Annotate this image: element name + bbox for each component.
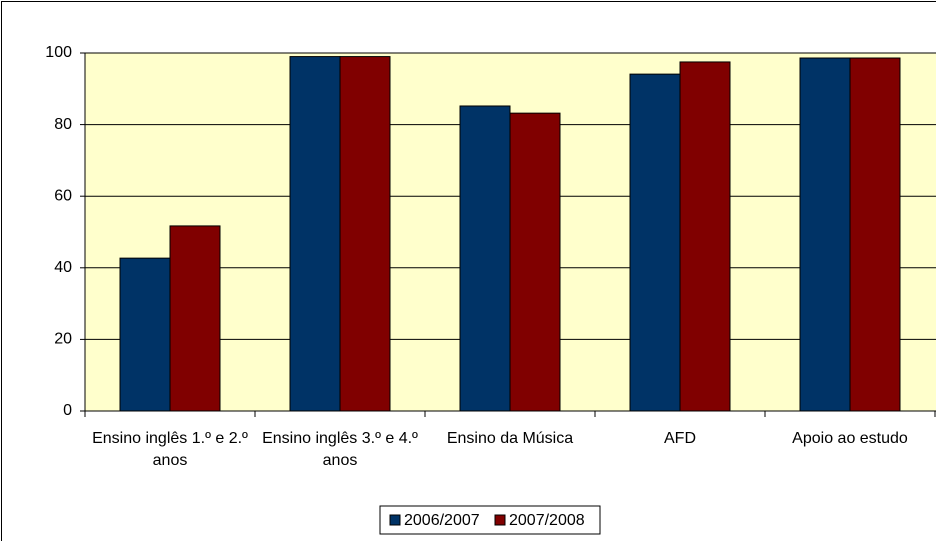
legend-box	[379, 505, 601, 535]
bar	[169, 225, 221, 412]
bar	[629, 73, 681, 412]
x-tick-label: Ensino inglês 1.º e 2.º anos	[92, 430, 248, 469]
y-tick-label: 60	[54, 187, 72, 204]
x-tick-label: Apoio ao estudo	[792, 430, 908, 447]
x-tick-label: AFD	[664, 430, 696, 447]
legend-label: 2007/2008	[509, 512, 585, 529]
bar	[679, 61, 731, 412]
bar	[289, 56, 341, 412]
bar	[459, 105, 511, 412]
y-tick-label: 20	[54, 331, 72, 348]
y-tick-label: 40	[54, 259, 72, 276]
x-tick-label: Ensino da Música	[446, 430, 574, 447]
legend-label: 2006/2007	[404, 512, 480, 529]
legend-swatch	[494, 514, 506, 526]
y-tick-label: 0	[63, 402, 72, 419]
y-tick-label: 100	[45, 44, 72, 61]
bar	[799, 57, 851, 412]
legend-swatch	[389, 514, 401, 526]
y-tick-label: 80	[54, 116, 72, 133]
x-tick-label: Ensino inglês 3.º e 4.º anos	[262, 430, 418, 469]
bar	[849, 57, 901, 412]
bar	[509, 112, 561, 412]
bar	[339, 56, 391, 412]
bar	[119, 257, 171, 412]
